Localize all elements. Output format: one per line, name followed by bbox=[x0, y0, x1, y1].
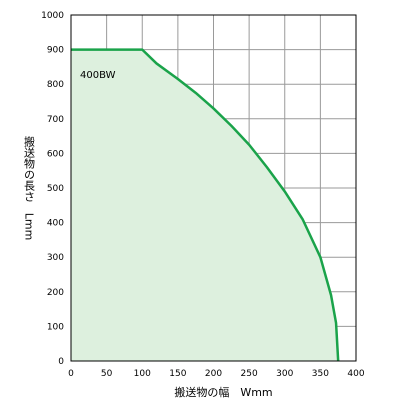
x-tick-label: 0 bbox=[68, 369, 74, 379]
y-tick-labels: 0 100 200 300 400 500 600 700 800 900 1000 bbox=[41, 11, 64, 367]
series-line bbox=[71, 48, 340, 362]
y-axis-title: 搬送物の長さ Lmm bbox=[23, 134, 36, 240]
x-tick-label: 400 bbox=[347, 369, 364, 379]
x-tick-label: 100 bbox=[134, 369, 151, 379]
y-tick-label: 500 bbox=[47, 184, 64, 194]
x-tick-label: 150 bbox=[169, 369, 186, 379]
y-tick-label: 900 bbox=[47, 46, 64, 56]
x-tick-label: 200 bbox=[205, 369, 222, 379]
series-label: 400BW bbox=[80, 70, 116, 81]
y-tick-label: 100 bbox=[47, 322, 64, 332]
x-tick-label: 50 bbox=[101, 369, 113, 379]
y-tick-label: 700 bbox=[47, 115, 64, 125]
x-tick-label: 350 bbox=[312, 369, 329, 379]
y-tick-label: 0 bbox=[58, 357, 64, 367]
y-tick-label: 300 bbox=[47, 253, 64, 263]
x-tick-label: 250 bbox=[241, 369, 258, 379]
y-tick-label: 200 bbox=[47, 288, 64, 298]
y-tick-label: 600 bbox=[47, 149, 64, 159]
series-area-fill bbox=[71, 49, 339, 361]
x-tick-labels: 0 50 100 150 200 250 300 350 400 bbox=[68, 369, 365, 379]
y-tick-label: 800 bbox=[47, 80, 64, 90]
y-tick-label: 400 bbox=[47, 219, 64, 229]
x-axis-title: 搬送物の幅 Wmm bbox=[174, 385, 272, 399]
plot-frame bbox=[70, 14, 357, 362]
x-tick-label: 300 bbox=[276, 369, 293, 379]
y-tick-label: 1000 bbox=[41, 11, 64, 21]
